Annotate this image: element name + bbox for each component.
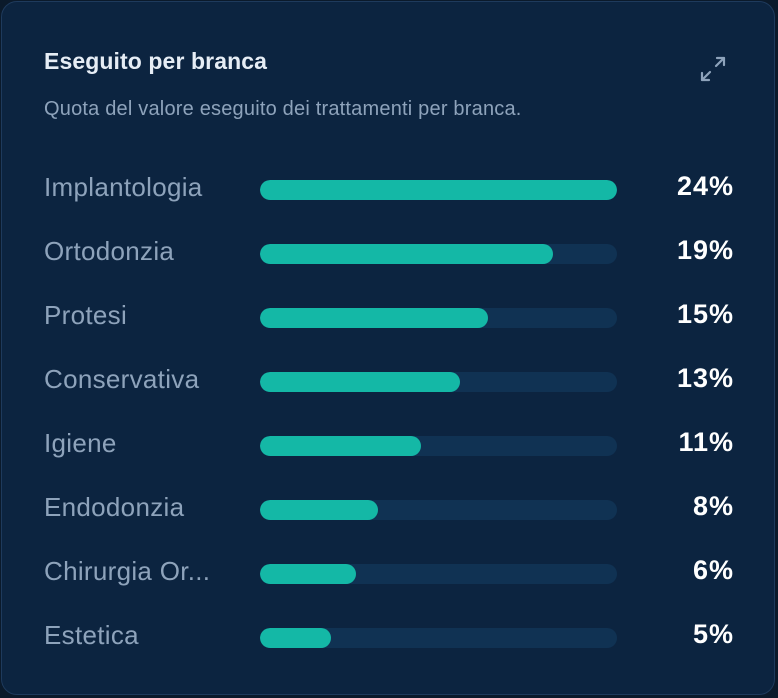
- branch-value: 8%: [692, 491, 734, 521]
- bar-track: [260, 308, 617, 328]
- bar-fill: [260, 436, 421, 456]
- branch-label: Estetica: [44, 620, 139, 650]
- branch-value: 15%: [676, 299, 734, 329]
- branch-value: 6%: [692, 555, 734, 585]
- card-title: Eseguito per branca: [44, 48, 268, 74]
- branch-value: 19%: [676, 235, 734, 265]
- branch-row: Estetica 5%: [2, 606, 774, 670]
- bar-fill: [260, 372, 460, 392]
- branch-row: Protesi 15%: [2, 286, 774, 350]
- branch-row: Conservativa 13%: [2, 350, 774, 414]
- branch-label: Endodonzia: [44, 492, 185, 522]
- branch-row: Ortodonzia 19%: [2, 222, 774, 286]
- bar-track: [260, 372, 617, 392]
- branch-value: 11%: [678, 427, 734, 457]
- branch-label: Implantologia: [44, 172, 203, 202]
- branch-value: 5%: [692, 619, 734, 649]
- branch-row: Implantologia 24%: [2, 158, 774, 222]
- bar-track: [260, 500, 617, 520]
- branch-row: Endodonzia 8%: [2, 478, 774, 542]
- bar-fill: [260, 564, 357, 584]
- bar-fill: [260, 180, 617, 200]
- bar-fill: [260, 500, 378, 520]
- bar-fill: [260, 244, 553, 264]
- branch-label: Ortodonzia: [44, 236, 175, 266]
- branch-label: Igiene: [44, 428, 117, 458]
- bar-fill: [260, 628, 332, 648]
- bar-track: [260, 180, 617, 200]
- branch-label: Protesi: [44, 300, 128, 330]
- branch-value: 13%: [676, 363, 734, 393]
- bar-track: [260, 564, 617, 584]
- bar-track: [260, 244, 617, 264]
- expand-icon: [700, 56, 726, 82]
- card-subtitle: Quota del valore eseguito dei trattament…: [44, 98, 522, 120]
- bar-track: [260, 628, 617, 648]
- bar-track: [260, 436, 617, 456]
- branch-row: Chirurgia Or... 6%: [2, 542, 774, 606]
- branch-label: Conservativa: [44, 364, 200, 394]
- bar-fill: [260, 308, 489, 328]
- branch-row: Igiene 11%: [2, 414, 774, 478]
- expand-button[interactable]: [696, 52, 730, 86]
- branch-label: Chirurgia Or...: [44, 556, 211, 586]
- branch-value: 24%: [676, 171, 734, 201]
